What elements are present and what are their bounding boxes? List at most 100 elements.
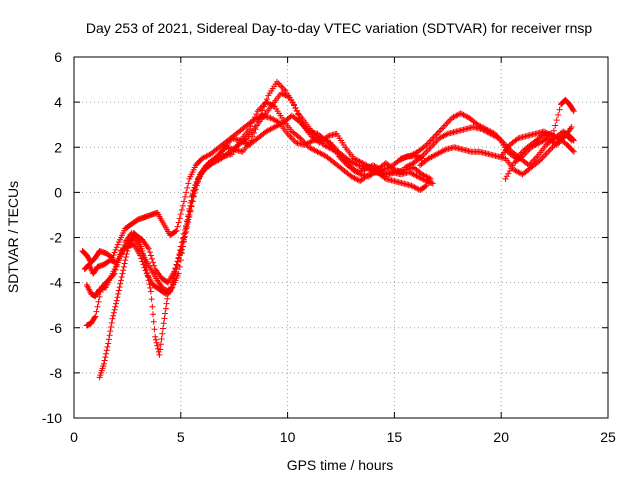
data-point-fill xyxy=(168,285,175,292)
data-point xyxy=(173,266,180,273)
data-point-fill xyxy=(567,136,574,143)
data-point xyxy=(152,333,159,340)
data-point-fill xyxy=(123,251,130,258)
data-point-fill xyxy=(97,289,104,296)
data-point xyxy=(111,270,118,277)
data-point-fill xyxy=(183,222,190,229)
data-point-fill xyxy=(154,342,161,349)
data-point xyxy=(177,243,184,250)
data-point-fill xyxy=(172,272,179,279)
data-point-fill xyxy=(179,235,186,242)
data-point-fill xyxy=(148,296,155,303)
grid-lines xyxy=(74,57,608,418)
data-point-fill xyxy=(546,147,553,154)
data-point-fill xyxy=(503,173,510,180)
data-point xyxy=(113,297,120,304)
data-point-fill xyxy=(279,84,286,91)
data-point-fill xyxy=(153,339,160,346)
data-point-fill xyxy=(115,255,122,262)
data-point-fill xyxy=(104,343,111,350)
data-point-fill xyxy=(308,138,315,145)
data-point-fill xyxy=(434,129,441,136)
data-point-fill xyxy=(117,280,124,287)
data-point-fill xyxy=(115,290,122,297)
data-point xyxy=(160,320,167,327)
data-point-fill xyxy=(182,193,189,200)
data-point-fill xyxy=(291,102,298,109)
data-point-fill xyxy=(91,314,98,321)
data-points xyxy=(79,78,577,381)
data-point-fill xyxy=(553,117,560,124)
data-point-fill xyxy=(330,143,337,150)
data-point-fill xyxy=(169,281,176,288)
data-point-fill xyxy=(433,131,440,138)
y-tick-label: 2 xyxy=(54,139,62,155)
data-point-fill xyxy=(439,125,446,132)
y-tick-label: 0 xyxy=(54,184,62,200)
x-axis-label: GPS time / hours xyxy=(287,457,394,473)
data-point xyxy=(399,169,406,176)
chart-title: Day 253 of 2021, Sidereal Day-to-day VTE… xyxy=(86,20,592,36)
data-point-fill xyxy=(152,336,159,343)
data-point xyxy=(429,180,436,187)
data-point xyxy=(190,187,197,194)
data-point xyxy=(254,108,261,115)
data-point-fill xyxy=(121,260,128,267)
x-tick-labels: 0 5 10 15 20 25 xyxy=(70,429,616,445)
data-point-fill xyxy=(114,241,121,248)
data-point-fill xyxy=(150,259,157,266)
data-point-fill xyxy=(113,263,120,270)
data-point-fill xyxy=(175,254,182,261)
data-point-fill xyxy=(275,80,282,87)
data-point xyxy=(440,123,447,130)
data-point-fill xyxy=(105,336,112,343)
data-point-fill xyxy=(290,136,297,143)
data-point-fill xyxy=(110,312,117,319)
data-point-fill xyxy=(108,323,115,330)
data-point-fill xyxy=(146,281,153,288)
data-point-fill xyxy=(185,213,192,220)
data-point-fill xyxy=(144,269,151,276)
data-point-fill xyxy=(119,270,126,277)
data-point-fill xyxy=(148,255,155,262)
data-point-fill xyxy=(259,107,266,114)
data-point-fill xyxy=(539,154,546,161)
data-point-fill xyxy=(192,181,199,188)
data-point-fill xyxy=(570,107,577,114)
data-point-fill xyxy=(443,131,450,138)
data-point-fill xyxy=(145,277,152,284)
data-point xyxy=(570,148,577,155)
data-point-fill xyxy=(175,219,182,226)
data-point-fill xyxy=(184,184,191,191)
data-point-fill xyxy=(417,154,424,161)
data-point-fill xyxy=(262,99,269,106)
data-point-fill xyxy=(178,207,185,214)
data-point-fill xyxy=(172,269,179,276)
data-point xyxy=(117,277,124,284)
data-point-fill xyxy=(250,117,257,124)
data-point-fill xyxy=(101,357,108,364)
data-point-fill xyxy=(295,118,302,125)
data-point-fill xyxy=(113,300,120,307)
y-tick-labels: -10 -8 -6 -4 -2 0 2 4 6 xyxy=(42,49,62,426)
data-point-fill xyxy=(183,189,190,196)
data-point-fill xyxy=(161,315,168,322)
data-point-fill xyxy=(151,262,158,269)
data-point-fill xyxy=(150,311,157,318)
data-point xyxy=(568,137,575,144)
data-point-fill xyxy=(182,226,189,233)
data-point xyxy=(105,340,112,347)
data-point-fill xyxy=(494,134,501,141)
data-point-fill xyxy=(422,150,429,157)
data-point-fill xyxy=(112,303,119,310)
data-point-fill xyxy=(251,114,258,121)
data-point-fill xyxy=(170,278,177,285)
data-point-fill xyxy=(446,117,453,124)
data-point-fill xyxy=(103,350,110,357)
data-point-fill xyxy=(171,275,178,282)
data-point-fill xyxy=(185,180,192,187)
series-4 xyxy=(96,112,406,381)
data-point-fill xyxy=(176,251,183,258)
data-point-fill xyxy=(552,122,559,129)
data-point-fill xyxy=(548,145,555,152)
